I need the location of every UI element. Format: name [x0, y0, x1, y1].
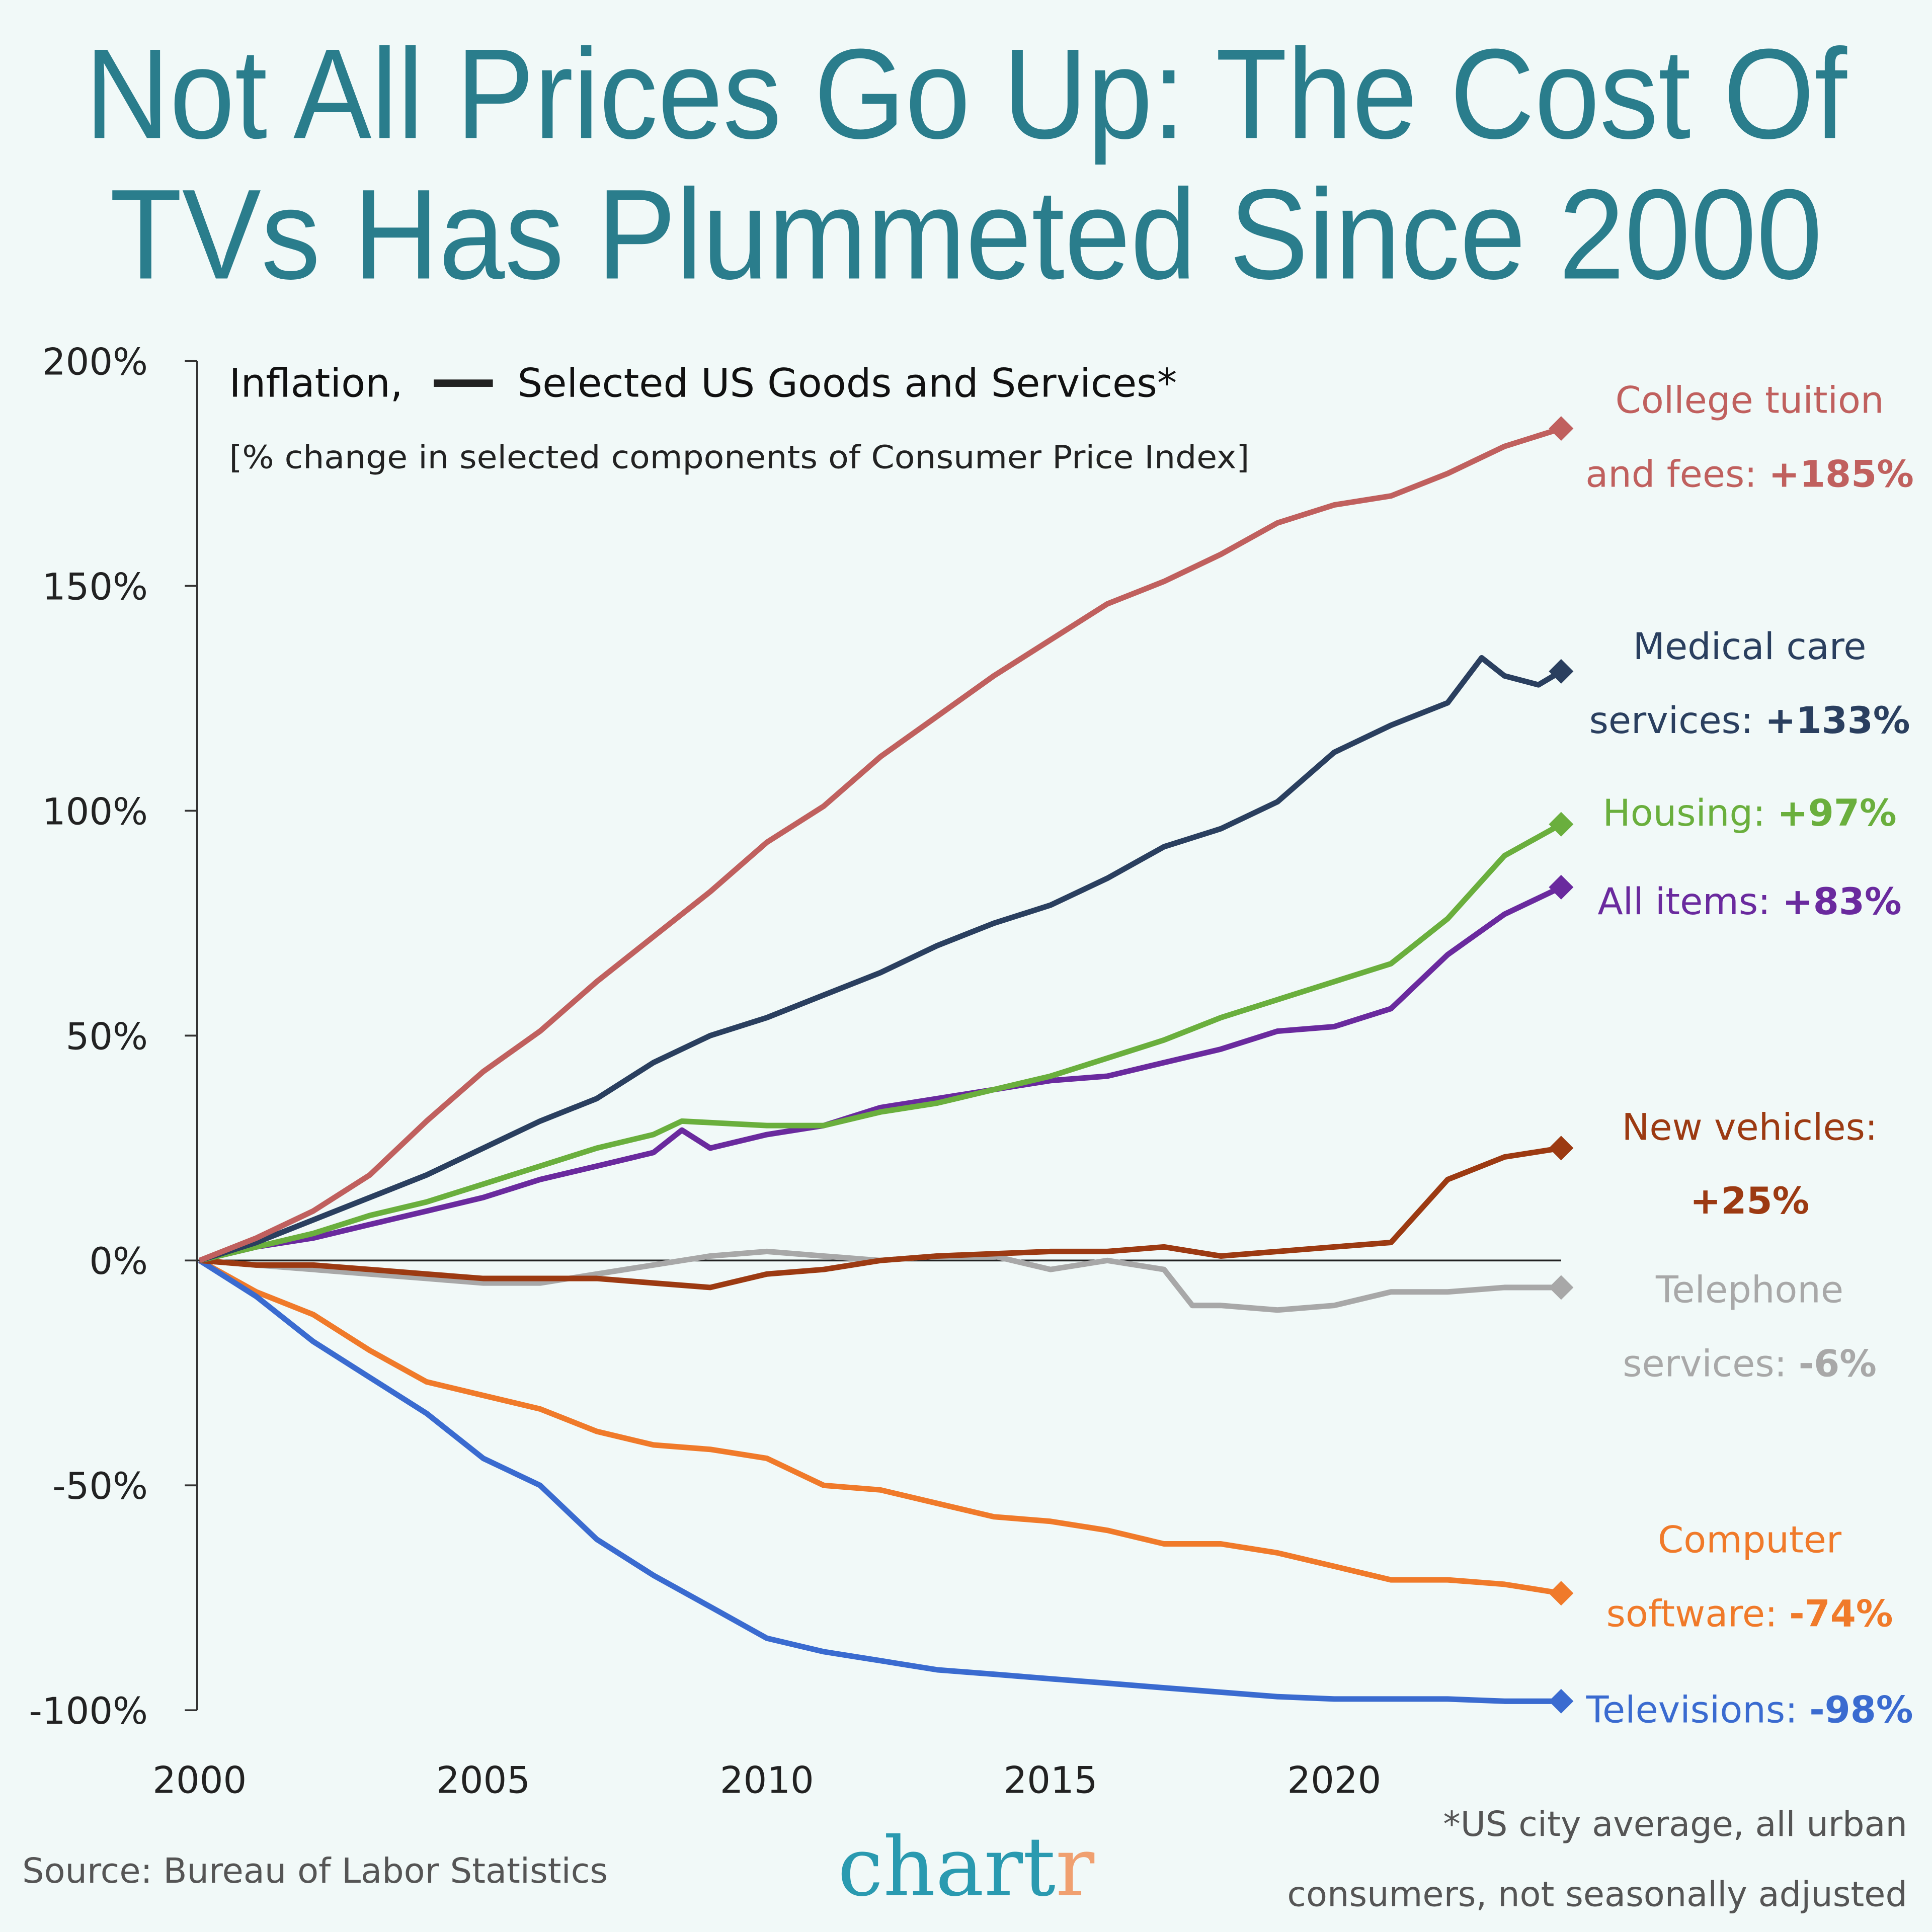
title-line-1: Not All Prices Go Up: The Cost Of	[85, 22, 1847, 165]
series-label-line: +25%	[1690, 1180, 1809, 1223]
end-marker-diamond	[1549, 659, 1574, 684]
source-note: Source: Bureau of Labor Statistics	[22, 1851, 608, 1891]
series-line-housing	[199, 822, 1563, 1263]
series-value-label: -98%	[1809, 1689, 1913, 1732]
title-line-2: TVs Has Plummeted Since 2000	[110, 162, 1822, 305]
series-value-label: +133%	[1765, 699, 1910, 742]
y-tick-label: -100%	[29, 1690, 148, 1733]
series-value-label: +97%	[1777, 792, 1896, 835]
series-label-line: Medical care	[1633, 625, 1867, 668]
series-label-text: College tuition	[1616, 379, 1884, 422]
axes: 200% 150% 100% 50% 0% -50% -100%2000 2005 2010 20…	[29, 341, 1561, 1802]
series-group	[198, 416, 1574, 1714]
series-label-line: and fees: +185%	[1585, 453, 1914, 496]
series-value-label: +83%	[1782, 880, 1901, 923]
series-label-line: software: -74%	[1606, 1593, 1893, 1636]
series-value-label: +185%	[1768, 453, 1913, 496]
y-tick-label: 150%	[42, 566, 148, 608]
y-tick-label: 100%	[42, 790, 148, 833]
end-marker-diamond	[1549, 874, 1574, 900]
x-tick-label: 2010	[720, 1759, 814, 1802]
series-line-televisions	[198, 1258, 1561, 1704]
legend-header-prefix: Inflation,	[229, 361, 403, 407]
series-line-new-vehicles	[199, 1145, 1562, 1291]
series-label-text: Televisions:	[1586, 1689, 1810, 1732]
footnote-line-1: *US city average, all urban	[1443, 1804, 1907, 1844]
series-line-medical-care-services	[199, 655, 1563, 1263]
series-label-text: New vehicles:	[1622, 1106, 1877, 1149]
series-label-line: New vehicles:	[1622, 1106, 1877, 1149]
series-label-line: Computer	[1658, 1519, 1842, 1562]
legend-line-swatch	[434, 379, 493, 387]
x-tick-label: 2020	[1287, 1759, 1381, 1802]
end-marker-diamond	[1549, 1136, 1574, 1161]
chartr-logo: chartr	[838, 1820, 1095, 1915]
x-tick-label: 2005	[436, 1759, 530, 1802]
series-line-college-tuition-and-fees	[198, 426, 1562, 1263]
x-tick-label: 2000	[152, 1759, 247, 1802]
series-label-text: software:	[1606, 1593, 1790, 1636]
series-label-line: All items: +83%	[1597, 880, 1901, 923]
series-value-label: +25%	[1690, 1180, 1809, 1223]
footnote-line-2: consumers, not seasonally adjusted	[1287, 1875, 1907, 1915]
series-label-text: Computer	[1658, 1519, 1842, 1562]
y-tick-label: 200%	[42, 341, 148, 383]
series-line-computer-software	[198, 1258, 1562, 1596]
logo-accent: r	[1056, 1820, 1095, 1915]
series-label-text: Housing:	[1603, 792, 1778, 835]
series-label-line: College tuition	[1616, 379, 1884, 422]
series-labels: College tuition and fees: +185% Medical ca…	[1585, 379, 1914, 1731]
series-label-line: services: +133%	[1589, 699, 1910, 742]
end-marker-diamond	[1549, 1275, 1574, 1300]
end-marker-diamond	[1549, 416, 1574, 441]
series-label-text: All items:	[1597, 880, 1782, 923]
legend-header-text: Selected US Goods and Services*	[518, 361, 1177, 407]
series-value-label: -6%	[1799, 1343, 1877, 1386]
series-label-text: services:	[1623, 1343, 1798, 1386]
series-value-label: -74%	[1789, 1593, 1893, 1636]
logo-main: chart	[838, 1820, 1056, 1915]
x-tick-label: 2015	[1004, 1759, 1098, 1802]
series-label-line: services: -6%	[1623, 1343, 1877, 1386]
series-label-line: Telephone	[1655, 1269, 1843, 1312]
series-label-text: services:	[1589, 699, 1765, 742]
series-label-line: Televisions: -98%	[1586, 1689, 1913, 1732]
y-tick-label: -50%	[52, 1465, 148, 1508]
series-label-text: Telephone	[1655, 1269, 1843, 1312]
end-marker-diamond	[1549, 812, 1574, 837]
series-label-text: and fees:	[1585, 453, 1768, 496]
end-marker-diamond	[1549, 1581, 1574, 1606]
series-label-text: Medical care	[1633, 625, 1867, 668]
y-tick-label: 50%	[66, 1015, 148, 1058]
y-tick-label: 0%	[89, 1240, 148, 1283]
chart-subtitle: [% change in selected components of Cons…	[229, 439, 1250, 476]
end-marker-diamond	[1549, 1688, 1574, 1714]
series-label-line: Housing: +97%	[1603, 792, 1897, 835]
